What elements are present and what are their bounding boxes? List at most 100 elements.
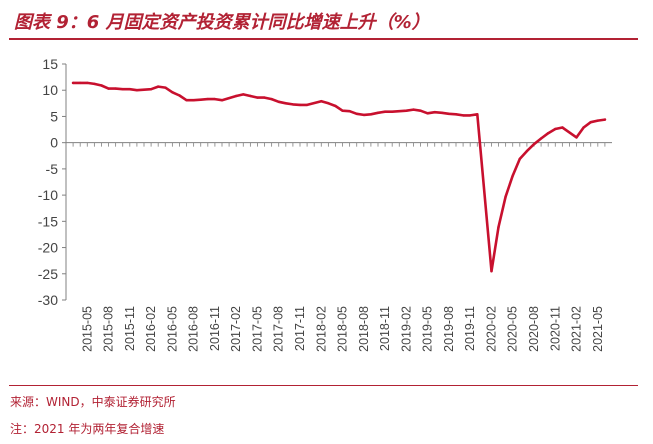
data-point <box>532 143 536 146</box>
data-point <box>525 149 529 153</box>
x-tick-label: 2017-11 <box>293 306 307 351</box>
x-tick-label: 2016-08 <box>187 306 201 352</box>
data-point <box>603 118 607 121</box>
data-point <box>405 109 408 112</box>
y-tick-label: 10 <box>42 82 58 98</box>
x-tick-label: 2016-05 <box>165 306 179 352</box>
data-point <box>554 127 557 131</box>
data-point <box>213 97 217 101</box>
x-tick-label: 2017-05 <box>250 306 264 352</box>
y-tick-label: -10 <box>38 187 58 203</box>
data-point <box>490 270 493 273</box>
y-tick-label: -5 <box>46 161 59 177</box>
data-point <box>206 97 209 101</box>
x-tick-label: 2021-02 <box>570 306 584 352</box>
data-point <box>220 99 224 102</box>
data-point <box>178 94 181 97</box>
data-point <box>291 103 295 106</box>
data-point <box>454 113 458 116</box>
data-point <box>412 108 415 111</box>
data-point <box>149 88 153 91</box>
x-axis: 2015-05 2015-08 2015-11 2016-02 2016-05 2016-… <box>66 142 612 352</box>
data-point <box>128 88 131 91</box>
x-tick-label: 2018-11 <box>378 306 392 351</box>
x-tick-label: 2015-05 <box>80 306 94 352</box>
data-point <box>327 102 330 105</box>
data-point <box>476 113 479 116</box>
y-tick-label: -15 <box>38 213 58 229</box>
data-point <box>277 100 280 103</box>
data-point <box>596 119 599 122</box>
data-point <box>497 225 500 229</box>
data-point <box>362 113 365 117</box>
data-point <box>100 84 103 87</box>
data-point <box>419 109 422 112</box>
y-tick-label: 0 <box>50 135 58 151</box>
y-tick-label: -20 <box>38 240 58 256</box>
data-point <box>334 104 337 108</box>
data-point <box>164 86 167 89</box>
x-tick-label: 2017-08 <box>272 306 286 352</box>
data-point <box>320 100 323 103</box>
data-point <box>383 110 387 113</box>
x-tick-label: 2020-02 <box>484 306 498 352</box>
footer-divider <box>9 385 638 386</box>
data-point <box>547 132 550 135</box>
data-point <box>71 81 75 85</box>
data-point <box>242 93 245 96</box>
x-tick-label: 2016-02 <box>144 306 158 352</box>
x-tick-label: 2020-11 <box>548 306 562 351</box>
data-point <box>171 91 174 94</box>
data-point <box>518 157 521 161</box>
title-divider <box>9 38 638 40</box>
data-point <box>504 195 507 198</box>
x-tick-label: 2021-05 <box>591 306 605 352</box>
data-point <box>469 114 472 117</box>
data-point <box>433 111 436 114</box>
data-point <box>93 82 96 86</box>
data-point <box>539 137 543 140</box>
data-point <box>107 87 110 90</box>
footnote: 注：2021 年为两年复合增速 <box>10 422 165 436</box>
data-point <box>235 94 238 98</box>
x-tick-label: 2019-02 <box>399 306 413 352</box>
y-tick-label: -30 <box>38 292 58 308</box>
x-tick-label: 2019-08 <box>442 306 456 352</box>
data-point <box>348 110 351 113</box>
data-point <box>249 94 252 98</box>
data-point <box>561 126 564 129</box>
data-point <box>305 103 309 107</box>
x-tick-label: 2015-11 <box>123 306 137 351</box>
data-point <box>157 85 160 88</box>
series-line <box>71 81 607 273</box>
data-point <box>298 103 302 107</box>
y-tick-label: 5 <box>50 108 58 124</box>
data-point <box>589 121 592 124</box>
y-tick-label: 15 <box>42 56 58 72</box>
data-point <box>426 112 429 115</box>
data-point <box>121 88 124 91</box>
x-tick-label: 2020-05 <box>506 306 520 352</box>
x-tick-label: 2017-02 <box>229 306 243 352</box>
x-tick-label: 2015-08 <box>102 306 116 352</box>
x-tick-label: 2018-05 <box>336 306 350 352</box>
data-point <box>447 112 451 116</box>
data-point <box>461 114 465 117</box>
data-point <box>376 111 380 115</box>
data-point <box>575 136 578 139</box>
data-point <box>79 81 82 85</box>
series-layer <box>71 81 607 273</box>
data-point <box>86 81 89 85</box>
x-tick-label: 2019-11 <box>463 306 477 351</box>
source-note: 来源：WIND，中泰证券研究所 <box>10 395 176 409</box>
y-axis: 15 10 5 0 -5 -10 -15 -20 -25 -30 <box>38 56 67 308</box>
x-tick-label: 2018-08 <box>357 306 371 352</box>
data-point <box>135 89 139 92</box>
data-point <box>284 102 287 105</box>
data-point <box>192 99 195 102</box>
x-tick-label: 2019-05 <box>421 306 435 352</box>
chart-title: 图表 9：6 月固定资产投资累计同比增速上升（%） <box>14 12 430 33</box>
data-point <box>355 112 358 116</box>
data-point <box>369 113 373 116</box>
